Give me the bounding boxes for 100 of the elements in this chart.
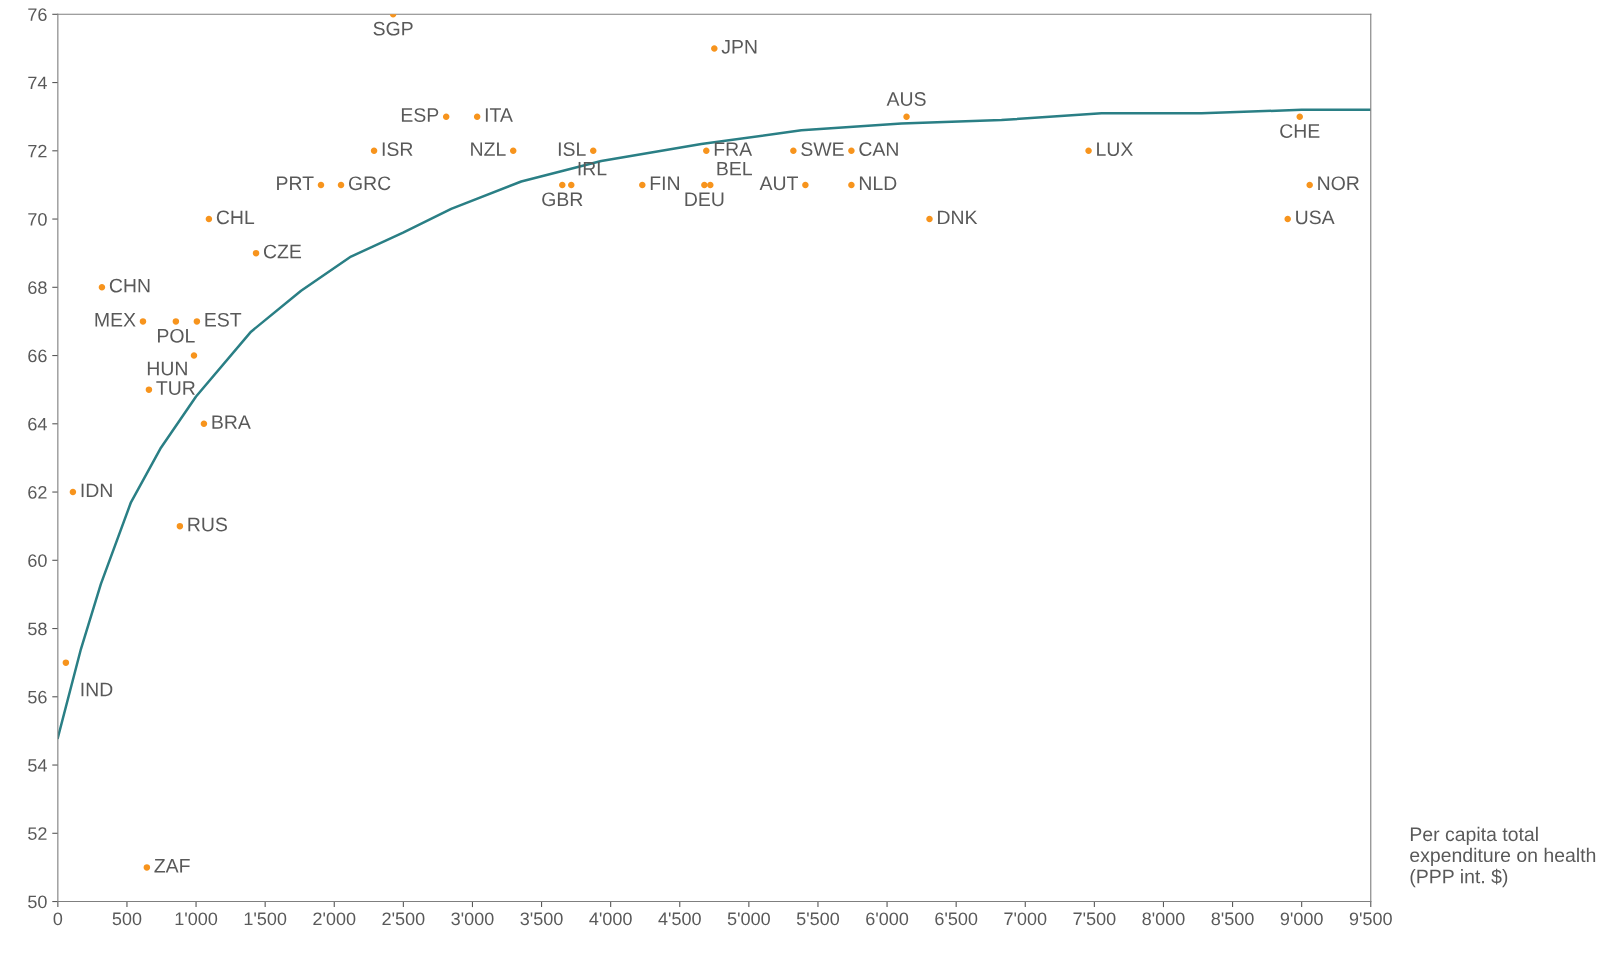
annotation: CZE — [263, 244, 302, 259]
point — [509, 147, 517, 155]
x-axis-title: Per capita total expenditure on health (PPP int. $) — [1410, 826, 1596, 888]
x-tick-label: 4'500 — [658, 912, 701, 926]
point — [172, 318, 180, 325]
annotation: GRC — [348, 176, 391, 191]
annotation: AUS — [886, 92, 926, 106]
point — [442, 113, 450, 120]
annotation: ZAF — [154, 859, 190, 873]
point — [589, 147, 597, 155]
annotation: IDN — [81, 483, 112, 498]
x-tick-label: 9'500 — [1349, 912, 1392, 926]
y-tick-label: 50 — [28, 895, 47, 909]
point — [69, 488, 77, 496]
point — [1085, 147, 1092, 155]
annotation: SWE — [801, 142, 844, 157]
point — [707, 181, 714, 189]
annotation: AUT — [759, 176, 798, 191]
point — [703, 147, 710, 155]
x-tick-label: 3'500 — [520, 912, 563, 926]
x-tick-label: 7'500 — [1073, 912, 1116, 926]
x-tick-label: 1'000 — [175, 912, 218, 926]
annotation: PRT — [277, 176, 314, 190]
annotation: RUS — [188, 517, 227, 532]
x-tick-label: 4'000 — [589, 912, 632, 926]
x-tick-label: 9'000 — [1280, 912, 1323, 926]
annotation: ISR — [382, 142, 413, 157]
annotation: TUR — [156, 381, 195, 395]
annotation: CHN — [109, 278, 150, 293]
x-tick-label: 2'000 — [313, 912, 356, 926]
point — [568, 181, 575, 189]
annotation: NZL — [471, 142, 506, 156]
x-tick-label: 5'000 — [727, 912, 770, 926]
annotation: MEX — [95, 313, 136, 327]
point — [1296, 113, 1303, 120]
point — [205, 215, 213, 223]
y-tick-label: 52 — [28, 827, 47, 840]
y-tick-label: 70 — [28, 212, 47, 226]
annotation: ESP — [401, 108, 439, 122]
annotation: FIN — [650, 176, 679, 190]
annotation: IRL — [578, 161, 607, 176]
point — [139, 318, 147, 325]
point — [701, 181, 708, 189]
point — [190, 352, 198, 359]
y-tick-label: 58 — [28, 622, 47, 636]
annotation: NOR — [1318, 176, 1359, 191]
annotation: ITA — [485, 108, 513, 122]
y-tick-label: 62 — [28, 485, 47, 499]
point — [473, 113, 481, 120]
point — [370, 147, 378, 155]
point — [143, 864, 151, 871]
x-tick-label: 1'500 — [244, 912, 287, 926]
point — [337, 181, 345, 189]
x-tick-label: 3'000 — [451, 912, 494, 926]
annotation: CHE — [1280, 124, 1320, 138]
annotation: SGP — [373, 21, 413, 36]
point — [145, 386, 153, 393]
x-tick-label: 8'000 — [1142, 912, 1185, 926]
x-tick-label: 8'500 — [1211, 912, 1254, 926]
annotation: NLD — [859, 176, 897, 190]
y-tick-label: 68 — [28, 281, 47, 295]
annotation: POL — [158, 328, 195, 343]
point — [559, 181, 566, 189]
point — [1284, 215, 1291, 223]
y-tick-label: 64 — [28, 417, 47, 431]
point — [903, 113, 910, 120]
x-tick-label: 6'500 — [935, 912, 978, 926]
point — [98, 284, 106, 291]
annotation: CAN — [859, 142, 898, 157]
y-tick-label: 56 — [28, 690, 47, 704]
y-tick-label: 54 — [28, 759, 47, 772]
annotation: CHL — [216, 210, 255, 225]
y-tick-label: 72 — [28, 144, 47, 158]
point — [200, 420, 208, 428]
annotation: BRA — [212, 415, 251, 429]
annotation: EST — [205, 312, 242, 327]
y-tick-label: 74 — [28, 76, 47, 90]
annotation: USA — [1296, 210, 1335, 225]
point — [711, 45, 718, 52]
point — [252, 249, 260, 257]
annotation: BEL — [717, 161, 752, 176]
annotation: HUN — [147, 361, 187, 376]
point — [790, 147, 797, 155]
point — [193, 318, 201, 325]
annotation: GBR — [542, 192, 583, 207]
y-tick-label: 60 — [28, 554, 47, 568]
point — [176, 522, 184, 530]
line-series — [57, 108, 1371, 739]
annotation: IND — [81, 682, 113, 697]
y-tick-label: 66 — [28, 349, 47, 363]
point — [926, 215, 933, 223]
x-tick-label: 0 — [53, 912, 63, 926]
x-tick-label: 7'000 — [1004, 912, 1047, 926]
point — [639, 181, 646, 189]
annotation: FRA — [714, 142, 753, 156]
annotation: LUX — [1097, 142, 1133, 157]
annotation: JPN — [721, 40, 757, 54]
point — [62, 659, 70, 666]
point — [1306, 181, 1313, 189]
point — [848, 147, 855, 155]
